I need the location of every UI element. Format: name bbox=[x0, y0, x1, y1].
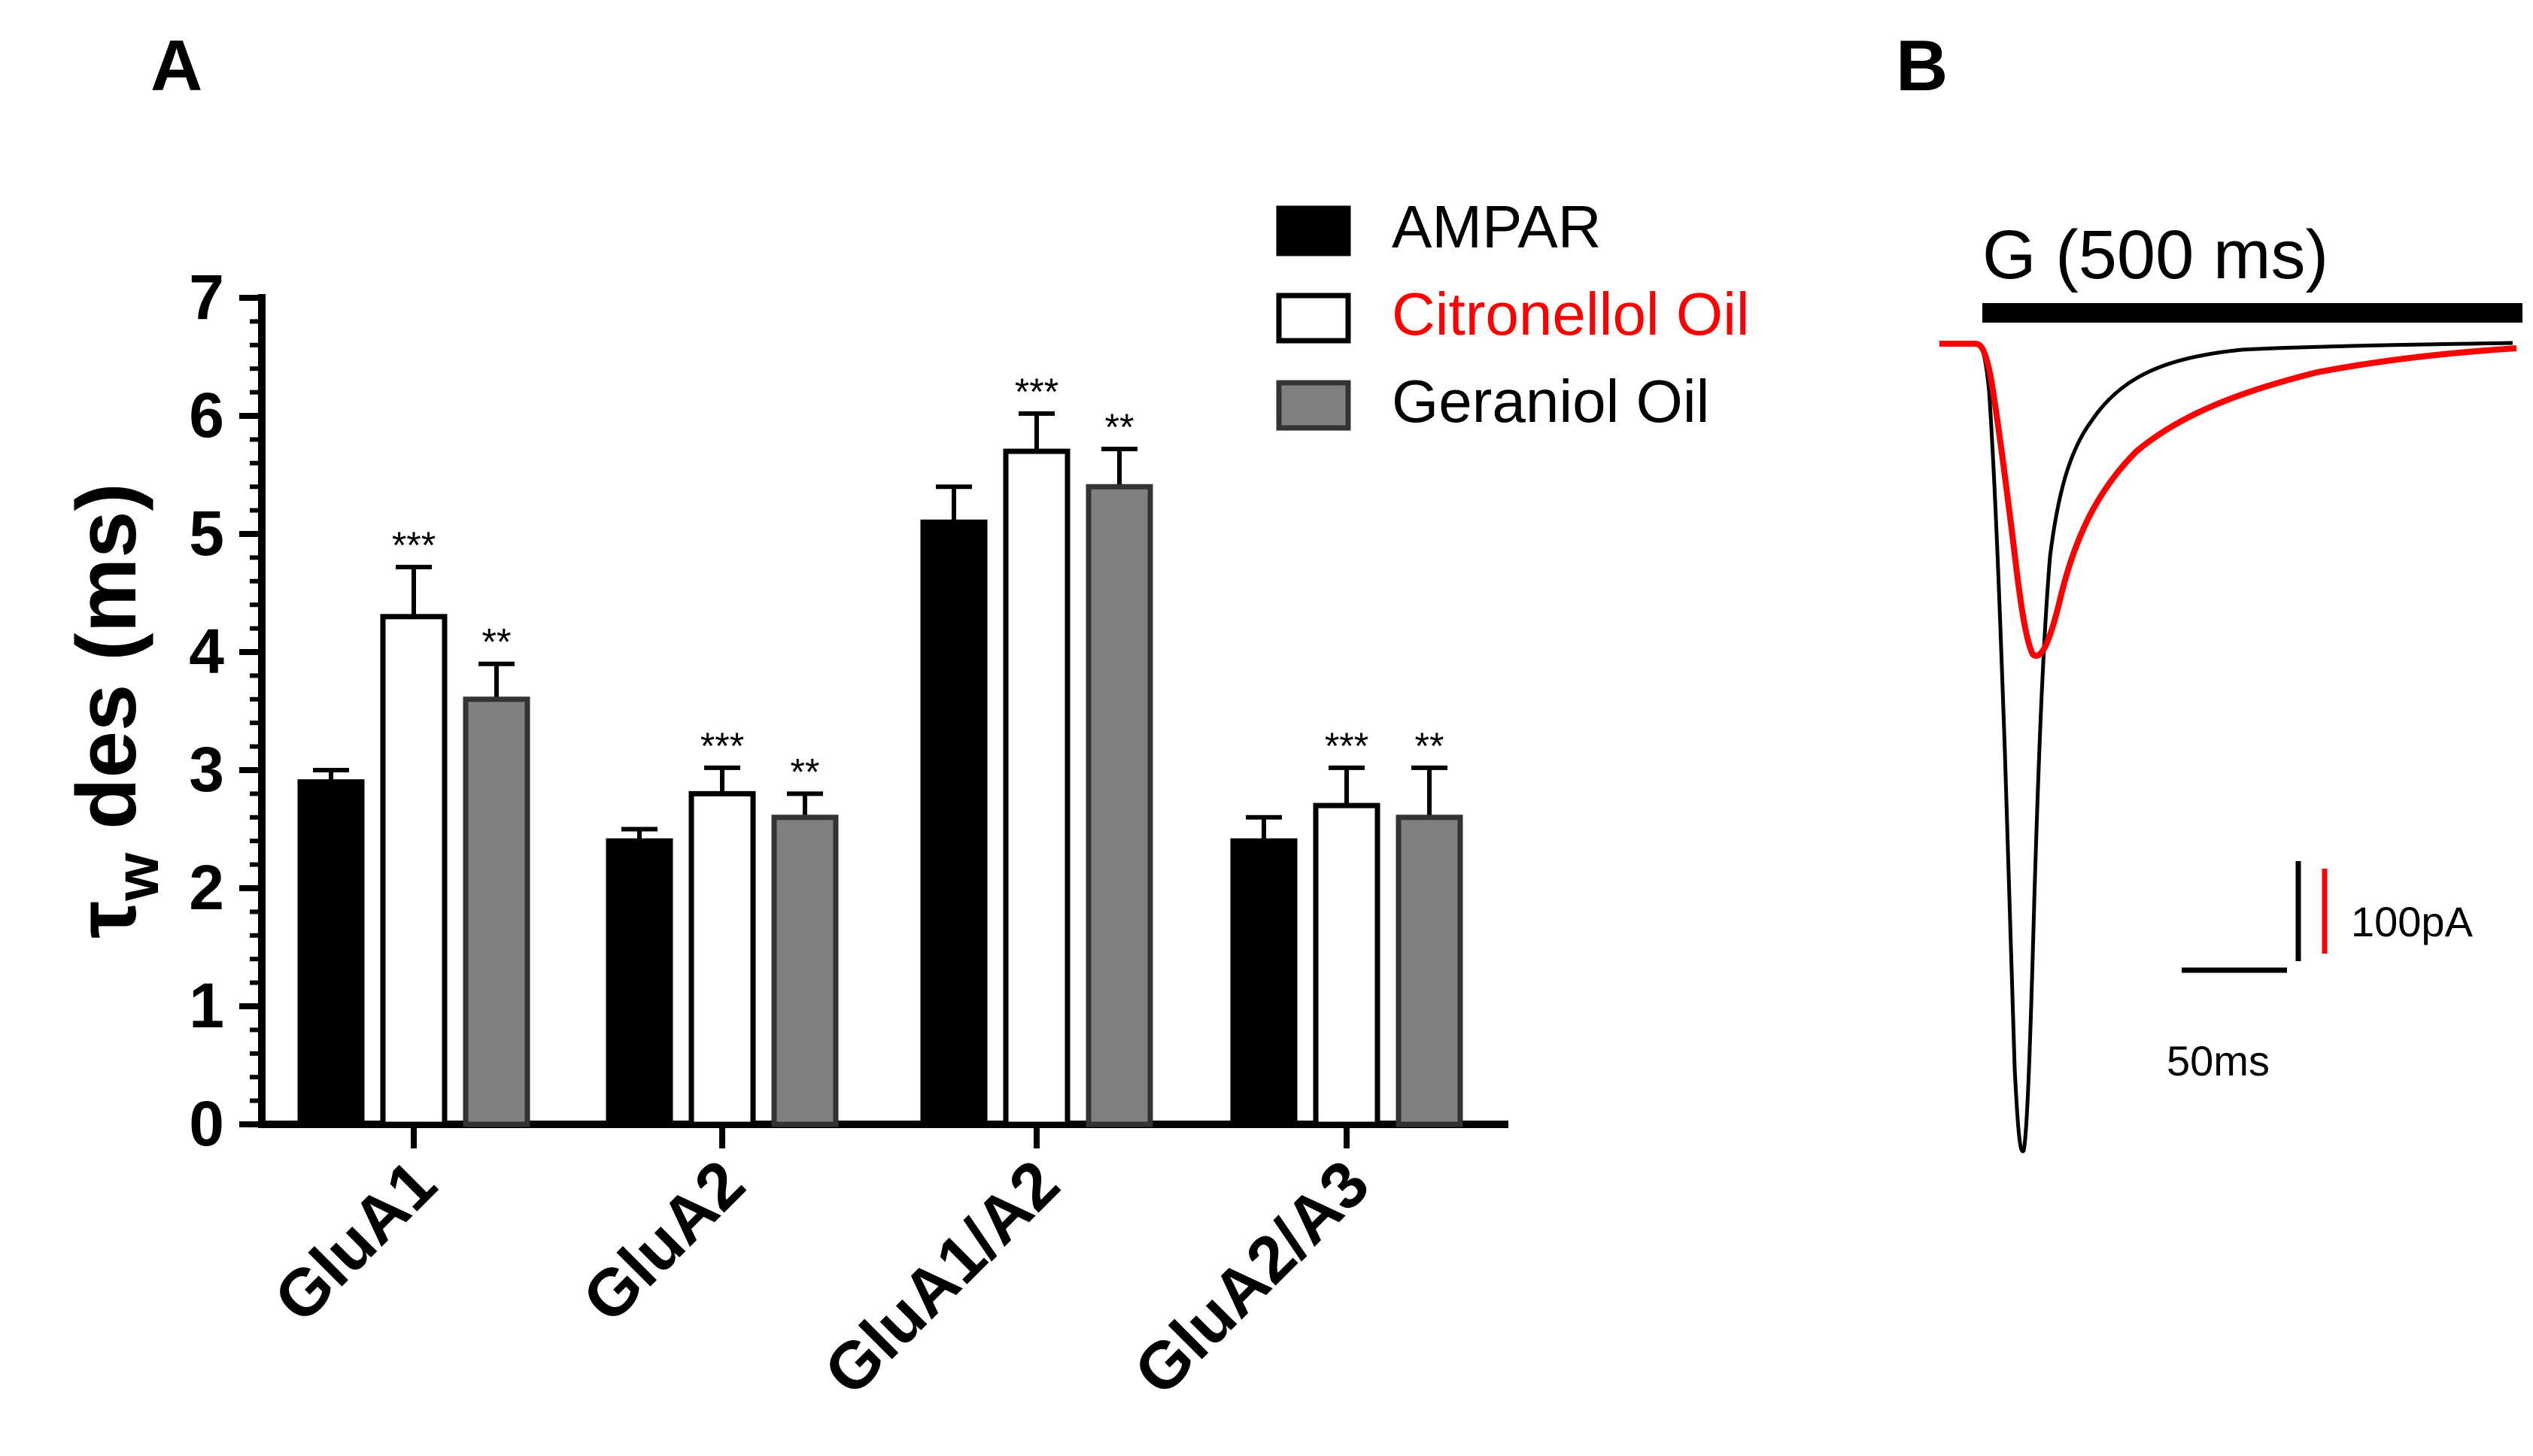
bar bbox=[920, 519, 988, 1127]
legend-label: AMPAR bbox=[1392, 193, 1602, 260]
bar bbox=[1086, 484, 1153, 1127]
bar bbox=[1230, 838, 1298, 1127]
control-trace bbox=[1939, 341, 2513, 1154]
legend: AMPAR Citronellol Oil Geraniol Oil bbox=[1276, 193, 1750, 435]
significance-label: *** bbox=[700, 725, 744, 767]
scale-bar-time-label: 50ms bbox=[2167, 1037, 2270, 1084]
x-tick-label: GluA1/A2 bbox=[809, 1145, 1073, 1409]
panel-a: A 0 1 2 3 4 5 6 7 τw des (ms) GluA1 *** ** GluA2 *** *… bbox=[59, 26, 1750, 1409]
panel-b-label: B bbox=[1896, 26, 1948, 106]
legend-swatch bbox=[1276, 380, 1351, 431]
y-tick-label: 4 bbox=[189, 616, 224, 687]
y-axis-label-text: des (ms) bbox=[59, 483, 153, 853]
bar bbox=[1396, 814, 1463, 1127]
y-tick-label: 1 bbox=[189, 970, 224, 1041]
significance-label: *** bbox=[1015, 371, 1058, 413]
significance-label: *** bbox=[1325, 725, 1368, 767]
x-tick-label: GluA2/A3 bbox=[1119, 1145, 1383, 1409]
bar bbox=[688, 790, 756, 1127]
legend-label: Geraniol Oil bbox=[1392, 368, 1709, 435]
y-tick-label: 6 bbox=[189, 380, 224, 450]
significance-label: ** bbox=[1105, 406, 1134, 448]
stimulus-bar bbox=[1982, 303, 2522, 323]
bar bbox=[1003, 448, 1071, 1127]
significance-label: ** bbox=[482, 621, 512, 663]
legend-label: Citronellol Oil bbox=[1392, 281, 1750, 347]
y-axis-label: τw des (ms) bbox=[59, 483, 172, 938]
y-axis-label-subscript: w bbox=[103, 853, 172, 902]
bar bbox=[380, 614, 448, 1127]
y-tick-label: 3 bbox=[189, 734, 224, 805]
bar bbox=[297, 779, 365, 1127]
y-axis-label-symbol: τ bbox=[59, 901, 153, 939]
y-tick-label: 5 bbox=[189, 498, 224, 569]
y-tick-label: 7 bbox=[189, 262, 224, 332]
current-trace-figure: B G (500 ms) 100pA 50ms bbox=[1896, 26, 2522, 1154]
significance-label: ** bbox=[1415, 725, 1444, 767]
bar bbox=[771, 814, 839, 1127]
x-tick-label: GluA1 bbox=[260, 1145, 450, 1336]
legend-swatch bbox=[1276, 293, 1351, 344]
significance-label: ** bbox=[791, 751, 820, 793]
panel-b: B G (500 ms) 100pA 50ms bbox=[1821, 0, 2533, 1452]
scale-bar-current-label: 100pA bbox=[2351, 898, 2474, 945]
bar bbox=[463, 696, 530, 1127]
treated-trace bbox=[1939, 341, 2517, 659]
bar bbox=[1313, 802, 1380, 1127]
significance-label: *** bbox=[392, 524, 436, 566]
y-tick-label: 0 bbox=[189, 1088, 224, 1159]
y-tick-label: 2 bbox=[189, 852, 224, 923]
stimulus-label: G (500 ms) bbox=[1982, 217, 2328, 293]
panel-a-label: A bbox=[150, 26, 202, 106]
bar bbox=[606, 838, 673, 1127]
legend-swatch bbox=[1276, 205, 1351, 256]
x-tick-label: GluA2 bbox=[568, 1145, 758, 1336]
